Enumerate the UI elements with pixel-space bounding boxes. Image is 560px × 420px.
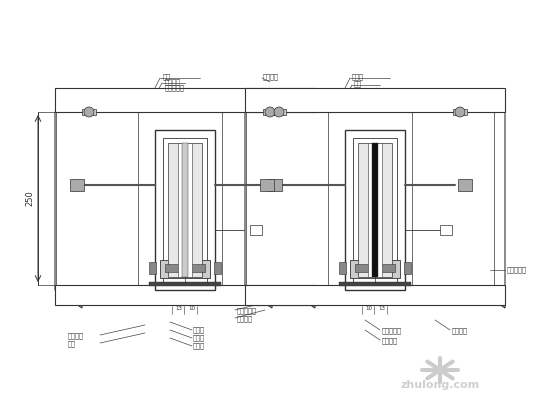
Circle shape	[274, 107, 284, 117]
Text: 广胶胶: 广胶胶	[193, 335, 205, 341]
Bar	[372, 143, 378, 277]
Bar	[440, 225, 452, 235]
Text: 不锈钢横梁: 不锈钢横梁	[507, 267, 527, 273]
Text: zhulong.com: zhulong.com	[400, 380, 479, 390]
Bar	[246, 112, 328, 290]
Bar	[163, 138, 207, 282]
Text: 13: 13	[378, 305, 385, 310]
Text: 口定固梁: 口定固梁	[452, 328, 468, 334]
Bar	[214, 262, 221, 274]
Bar	[160, 260, 210, 278]
Text: 防噪垫片: 防噪垫片	[263, 74, 279, 80]
Bar	[458, 179, 472, 191]
Bar	[263, 109, 277, 115]
Circle shape	[265, 107, 275, 117]
Bar	[268, 179, 282, 191]
Bar	[165, 264, 205, 272]
Bar	[412, 112, 494, 290]
Text: 13: 13	[175, 305, 182, 310]
Text: 水锌角制: 水锌角制	[165, 79, 181, 85]
Bar	[182, 143, 188, 277]
Text: 双面胶粘: 双面胶粘	[382, 338, 398, 344]
Polygon shape	[55, 112, 82, 308]
Bar	[339, 262, 346, 274]
Bar	[178, 143, 192, 277]
Bar	[272, 109, 286, 115]
Bar	[245, 88, 505, 112]
Bar	[260, 179, 274, 191]
Text: 10: 10	[365, 305, 372, 310]
Polygon shape	[478, 112, 505, 308]
Bar	[368, 143, 382, 277]
Bar	[55, 285, 315, 305]
Polygon shape	[288, 112, 315, 308]
Bar	[345, 130, 405, 290]
Text: 250: 250	[26, 191, 35, 206]
Bar	[245, 285, 505, 305]
Circle shape	[84, 107, 94, 117]
Bar	[149, 262, 156, 274]
Text: 广胶胶: 广胶胶	[193, 327, 205, 333]
Text: 玻璃: 玻璃	[68, 341, 76, 347]
Bar	[56, 112, 138, 290]
Circle shape	[455, 107, 465, 117]
Bar	[70, 179, 84, 191]
Text: 阀井温度板: 阀井温度板	[237, 308, 257, 314]
Bar	[353, 138, 397, 282]
Bar	[250, 225, 262, 235]
Bar	[355, 264, 395, 272]
Text: 10: 10	[188, 305, 195, 310]
Bar	[82, 109, 96, 115]
Bar	[358, 143, 392, 277]
Bar	[149, 282, 221, 286]
Text: 不锈钢压片: 不锈钢压片	[382, 328, 402, 334]
Text: 立扑: 立扑	[354, 81, 362, 87]
Text: 莫沙胃腺: 莫沙胃腺	[237, 316, 253, 322]
Bar	[222, 112, 304, 290]
Text: 沃德胶水: 沃德胶水	[68, 333, 84, 339]
Bar	[55, 88, 315, 112]
Text: 刮板: 刮板	[163, 74, 171, 80]
Text: 内窗笼: 内窗笼	[352, 74, 364, 80]
Bar	[155, 130, 215, 290]
Polygon shape	[245, 112, 272, 308]
Bar	[350, 260, 400, 278]
Bar	[339, 282, 411, 286]
Text: 结构胶: 结构胶	[193, 343, 205, 349]
Bar	[453, 109, 467, 115]
Bar	[404, 262, 411, 274]
Bar	[168, 143, 202, 277]
Text: 不锈钢横梁: 不锈钢横梁	[165, 85, 185, 91]
